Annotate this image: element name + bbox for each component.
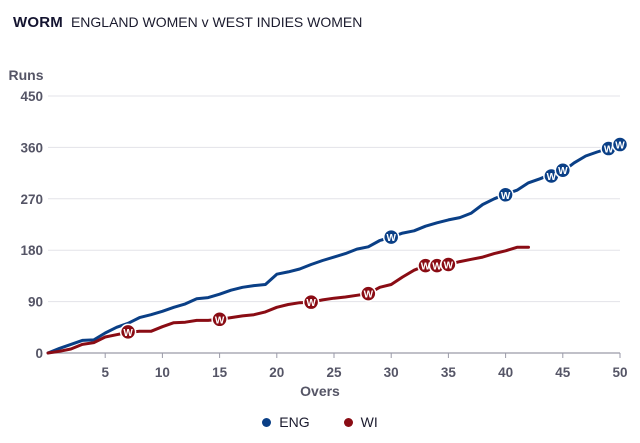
worm-chart: 0 90 180 270 360 450 5 10 15 20 25 30 35 40 45 50 Runs Ov… bbox=[9, 67, 629, 399]
wicket-marker-eng bbox=[611, 136, 629, 153]
wicket-marker-wi bbox=[302, 293, 320, 311]
wicket-label-eng: W bbox=[558, 166, 568, 177]
series-line-eng bbox=[46, 143, 622, 355]
wicket-marker-wi bbox=[440, 256, 457, 273]
wicket-label-wi: W bbox=[123, 328, 133, 339]
x-tick-label: 40 bbox=[498, 365, 513, 380]
wicket-marker-eng bbox=[382, 228, 400, 246]
legend-marker-wi bbox=[343, 417, 353, 427]
wicket-marker-eng bbox=[554, 161, 572, 179]
y-axis-title: Runs bbox=[9, 67, 44, 83]
x-tick-label: 5 bbox=[101, 365, 109, 380]
x-tick-label: 35 bbox=[441, 365, 457, 380]
wicket-marker-wi bbox=[360, 285, 377, 302]
x-tick-label: 25 bbox=[326, 365, 342, 380]
y-tick-label: 270 bbox=[20, 192, 43, 207]
x-tick-label: 30 bbox=[384, 365, 399, 380]
wicket-label-wi: W bbox=[444, 260, 454, 271]
x-tick-label: 20 bbox=[269, 365, 284, 380]
y-tick-label: 0 bbox=[35, 346, 43, 361]
wicket-label-eng: W bbox=[615, 141, 625, 152]
wicket-label-wi: W bbox=[306, 298, 316, 309]
y-tick-label: 90 bbox=[28, 295, 43, 310]
wicket-label-wi: W bbox=[364, 290, 374, 301]
y-tick-label: 450 bbox=[20, 89, 43, 104]
wicket-label-eng: W bbox=[604, 145, 614, 156]
legend-item-wi[interactable]: WI bbox=[343, 414, 378, 430]
x-axis-title: Overs bbox=[300, 383, 340, 399]
wicket-label-wi: W bbox=[215, 315, 225, 326]
legend-marker-eng bbox=[262, 417, 272, 427]
y-tick-label: 360 bbox=[20, 140, 43, 155]
chart-title: WORM bbox=[13, 14, 63, 31]
wicket-label-eng: W bbox=[501, 191, 511, 202]
y-tick-label: 180 bbox=[20, 243, 43, 258]
wicket-marker-wi bbox=[119, 323, 137, 341]
chart-legend: ENG WI bbox=[0, 414, 640, 430]
wicket-marker-wi bbox=[211, 311, 228, 328]
wicket-label-eng: W bbox=[547, 172, 557, 183]
legend-label-wi: WI bbox=[360, 414, 378, 430]
chart-header: WORM ENGLAND WOMEN v WEST INDIES WOMEN bbox=[13, 14, 362, 38]
x-tick-label: 50 bbox=[612, 365, 627, 380]
wicket-label-wi: W bbox=[432, 262, 442, 273]
x-tick-label: 15 bbox=[212, 365, 228, 380]
wicket-label-eng: W bbox=[386, 233, 396, 244]
wicket-label-wi: W bbox=[421, 262, 431, 273]
x-tick-label: 10 bbox=[155, 365, 170, 380]
legend-item-eng[interactable]: ENG bbox=[262, 414, 310, 430]
legend-label-eng: ENG bbox=[279, 414, 310, 430]
wicket-marker-eng bbox=[497, 186, 514, 204]
chart-subtitle: ENGLAND WOMEN v WEST INDIES WOMEN bbox=[70, 14, 363, 30]
x-tick-label: 45 bbox=[555, 365, 571, 380]
